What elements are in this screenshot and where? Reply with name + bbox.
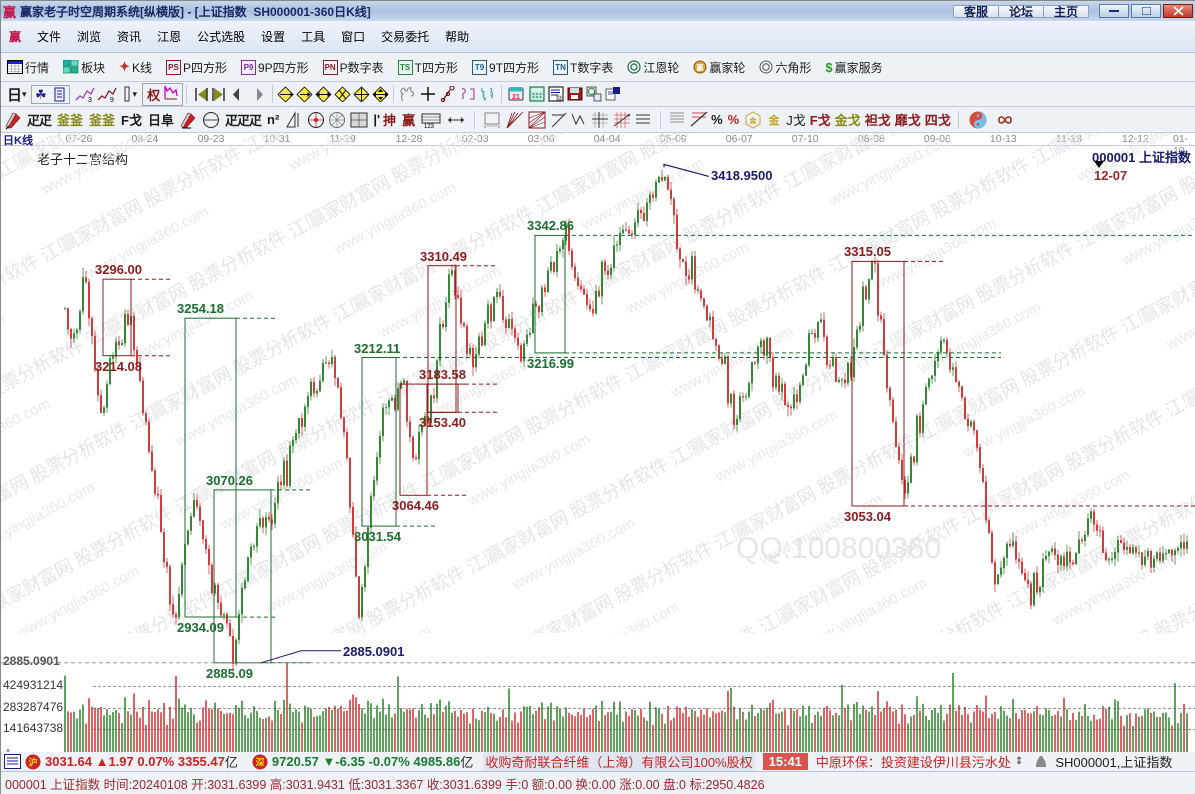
svg-text:深: 深 — [255, 756, 264, 767]
svg-text:金: 金 — [749, 116, 758, 125]
svg-text:赢: 赢 — [697, 63, 704, 72]
svg-text:9: 9 — [110, 97, 114, 102]
svg-text:123: 123 — [424, 124, 435, 129]
svg-text:21: 21 — [512, 94, 520, 101]
svg-text:金: 金 — [768, 113, 781, 127]
svg-text:☘: ☘ — [35, 87, 47, 102]
svg-text:沪: 沪 — [28, 756, 37, 767]
svg-text:3: 3 — [88, 97, 92, 102]
